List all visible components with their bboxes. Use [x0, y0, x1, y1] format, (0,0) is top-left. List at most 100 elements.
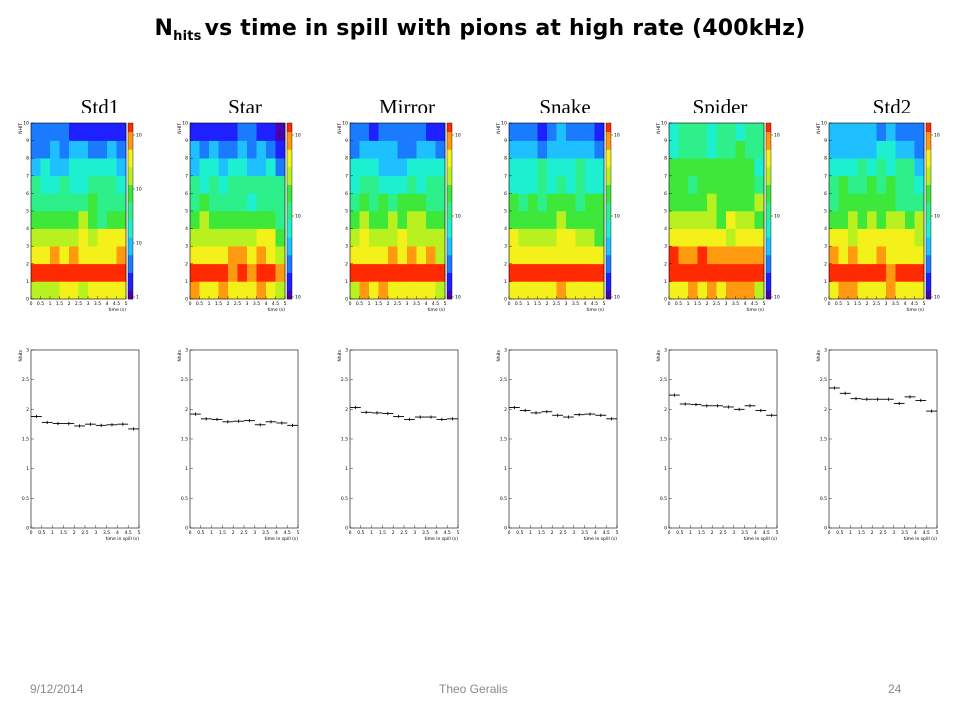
x-tick-label: 2.5 — [879, 530, 886, 536]
heatmap-cell — [697, 140, 708, 159]
x-tick-label: 1 — [687, 301, 690, 307]
heatmap-cell — [228, 123, 238, 141]
heatmap-cell — [678, 211, 689, 229]
mean-panel-snake: 0 0.5 1 1.5 2 2.5 3 3.5 4 4.5 5 0 0.5 1 1.5 2 2.5 3 time i… — [492, 340, 632, 550]
heatmap-cell — [237, 175, 248, 194]
heatmap-cell — [585, 123, 595, 141]
heatmap-cell — [876, 263, 887, 282]
plot-frame — [30, 349, 140, 529]
heatmap-cell — [378, 246, 389, 265]
heatmap-cell — [369, 158, 379, 177]
y-tick-label: 0.5 — [22, 496, 29, 502]
heatmap-cell — [509, 211, 519, 229]
color-scale-segment — [447, 189, 452, 194]
heatmap-cell — [397, 246, 408, 265]
heatmap-cell — [378, 281, 389, 300]
heatmap-cell — [97, 246, 108, 265]
heatmap-cell — [518, 281, 529, 300]
y-tick-label: 1 — [345, 279, 348, 285]
heatmap-cell — [78, 193, 89, 212]
heatmap-panel-std2: 10 10 10 0 0.5 1 1.5 2 2.5 3 3.5 4 4.5 5 0 1 2 3 4 5 6 7 8 9 10 t… — [812, 113, 952, 323]
heatmap-cell — [876, 140, 887, 159]
heatmap-cell — [716, 158, 727, 177]
heatmap-cell — [40, 193, 51, 212]
heatmap-panel-star: 10 10 10 0 0.5 1 1.5 2 2.5 3 3.5 4 4.5 5 0 1 2 3 4 5 6 7 8 9 10 t… — [173, 113, 313, 323]
heatmap-cell — [416, 175, 427, 194]
y-tick-label: 0 — [345, 526, 348, 532]
heatmap-cell — [69, 158, 79, 177]
heatmap-cell — [359, 246, 370, 265]
heatmap-cell — [594, 175, 605, 194]
x-axis-title: time in spill (s) — [904, 536, 938, 542]
heatmap-cell — [69, 281, 79, 300]
y-tick-label: 2.5 — [181, 377, 188, 383]
color-scale-segment — [287, 215, 292, 221]
heatmap-cell — [218, 281, 229, 300]
color-scale-segment — [606, 272, 611, 278]
color-scale-segment — [766, 224, 771, 229]
color-scale-segment — [447, 153, 452, 159]
heatmap-cell — [547, 123, 557, 141]
color-scale-segment — [287, 136, 292, 141]
heatmap-cell — [848, 281, 858, 300]
heatmap-cell — [726, 158, 736, 177]
y-tick-label: 0 — [504, 526, 507, 532]
heatmap-panel-mirror: 10 10 10 0 0.5 1 1.5 2 2.5 3 3.5 4 4.5 5 0 1 2 3 4 5 6 7 8 9 10 t… — [333, 113, 473, 323]
heatmap-cell — [735, 263, 746, 282]
x-tick-label: 2 — [387, 301, 390, 307]
heatmap-cell — [228, 175, 238, 194]
heatmap-svg: 10 10 10 0 0.5 1 1.5 2 2.5 3 3.5 4 4.5 5 0 1 2 3 4 5 6 7 8 9 10 t… — [656, 121, 780, 314]
heatmap-cell — [40, 281, 51, 300]
heatmap-cell — [266, 246, 276, 265]
heatmap-cell — [707, 175, 717, 194]
x-tick-label: 3.5 — [901, 530, 908, 536]
color-scale-segment — [606, 123, 611, 128]
heatmap-cell — [848, 175, 858, 194]
x-axis-title: time (s) — [268, 307, 286, 313]
color-scale-segment — [926, 241, 931, 247]
heatmap-cell — [209, 228, 219, 247]
heatmap-cell — [350, 211, 360, 229]
heatmap-cell — [237, 228, 248, 247]
x-tick-label: 3 — [87, 301, 90, 307]
color-scale-segment — [606, 202, 611, 207]
color-scale-segment — [128, 153, 133, 159]
heatmap-cell — [585, 281, 595, 300]
heatmap-cell — [218, 123, 229, 141]
y-tick-label: 4 — [345, 226, 348, 232]
heatmap-cell — [69, 228, 79, 247]
x-tick-label: 0.5 — [357, 530, 364, 536]
color-scale-segment — [128, 219, 133, 225]
color-scale-segment — [926, 167, 931, 172]
heatmap-cell — [116, 246, 127, 265]
color-scale-segment — [606, 250, 611, 256]
y-tick-label: 6 — [664, 191, 667, 197]
heatmap-cell — [735, 211, 746, 229]
color-scale-segment — [606, 259, 611, 265]
heatmap-cell — [31, 228, 41, 247]
heatmap-cell — [407, 175, 417, 194]
color-scale-segment — [447, 241, 452, 247]
heatmap-cell — [547, 193, 557, 212]
color-scale-segment — [447, 158, 452, 163]
color-scale-segment — [926, 215, 931, 221]
x-tick-label: 4.5 — [272, 301, 279, 307]
color-scale-label: 10 — [934, 295, 940, 301]
heatmap-cell — [556, 123, 567, 141]
heatmap-cell — [716, 281, 727, 300]
color-scale-segment — [128, 285, 133, 291]
heatmap-cell — [716, 175, 727, 194]
color-scale-segment — [287, 123, 292, 128]
y-tick-label: 3 — [664, 348, 667, 354]
color-scale-segment — [606, 224, 611, 229]
color-scale-segment — [766, 162, 771, 168]
heatmap-cell — [678, 246, 689, 265]
heatmap-cell — [266, 123, 276, 141]
x-tick-label: 4 — [594, 530, 597, 536]
heatmap-cell — [867, 281, 877, 300]
heatmap-cell — [388, 246, 398, 265]
heatmap-svg: 10 10 10 0 0.5 1 1.5 2 2.5 3 3.5 4 4.5 5 0 1 2 3 4 5 6 7 8 9 10 t… — [177, 121, 301, 314]
heatmap-cell — [509, 263, 519, 282]
x-tick-label: 0 — [828, 301, 831, 307]
heatmap-cell — [895, 211, 906, 229]
